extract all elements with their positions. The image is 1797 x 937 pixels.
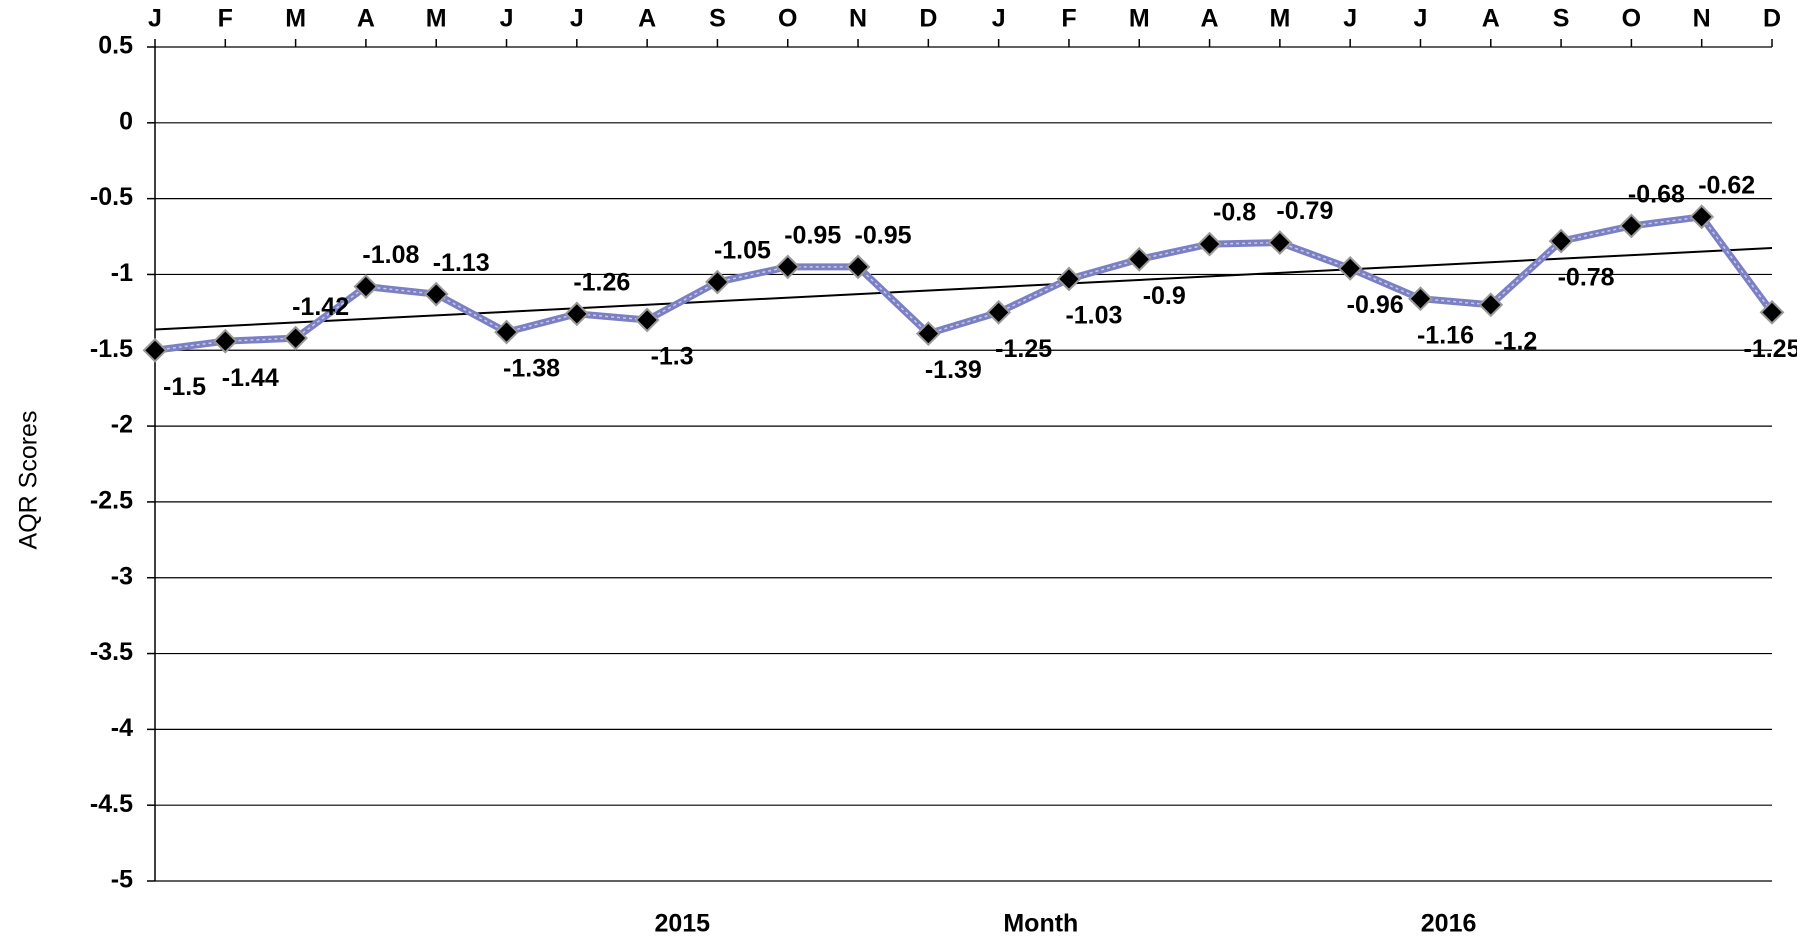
data-label: -1.25 [995,335,1052,363]
y-tick-label: -1.5 [90,335,133,363]
point-marker [775,254,801,280]
x-tick-label: J [500,5,514,33]
x-tick-label: J [1343,5,1357,33]
y-axis-label: AQR Scores [15,411,43,550]
data-label: -1.03 [1065,302,1122,330]
point-marker [915,321,941,347]
trendline [154,247,1773,331]
y-tick-label: -5 [111,866,133,894]
x-tick-label: O [778,5,797,33]
x-tick-label: J [1414,5,1428,33]
point-marker [1337,255,1363,281]
x-tick-label: D [919,5,937,33]
y-tick-label: -0.5 [90,183,133,211]
data-label: -1.39 [925,356,982,384]
y-tick-label: -1 [111,259,133,287]
point-marker [494,319,519,345]
data-label: -0.96 [1347,291,1404,319]
series-line-highlight [154,216,1773,352]
data-label: -0.68 [1628,181,1685,209]
x-tick-label: F [218,5,233,33]
y-tick-label: -4.5 [90,790,133,818]
data-label: -1.5 [163,373,206,401]
y-tick-label: -2 [111,411,133,439]
x-tick-label: J [992,5,1006,33]
data-label: -1.05 [714,237,771,265]
y-tick-label: -2.5 [90,487,133,515]
x-axis-label: Month [1003,910,1078,937]
data-label: -0.8 [1213,199,1256,227]
y-tick-label: -3.5 [90,638,133,666]
x-tick-label: A [638,5,656,33]
point-marker [1689,204,1715,230]
data-label: -1.42 [292,293,349,321]
data-label: -1.44 [222,364,279,392]
point-marker [1548,228,1574,254]
point-marker [212,328,238,354]
year-label: 2015 [654,910,710,937]
point-marker [1056,266,1082,292]
x-tick-label: J [148,5,162,33]
y-tick-label: -4 [111,714,133,742]
point-marker [634,307,660,333]
data-label: -1.25 [1744,335,1797,363]
y-tick-label: 0 [119,107,133,135]
data-label: -1.08 [362,241,419,269]
data-label: -1.3 [651,343,694,371]
x-tick-label: A [357,5,375,33]
point-marker [423,281,449,307]
point-marker [986,299,1012,325]
data-label: -0.95 [784,221,841,249]
x-tick-label: M [426,5,447,33]
y-tick-label: -3 [111,562,133,590]
x-tick-label: M [1129,5,1150,33]
point-marker [1197,231,1222,257]
point-marker [283,325,309,351]
data-label: -0.9 [1143,282,1186,310]
x-tick-label: M [1269,5,1290,33]
x-tick-label: S [1553,5,1570,33]
x-tick-label: D [1763,5,1781,33]
x-tick-label: A [1201,5,1219,33]
point-marker [564,301,590,327]
data-label: -0.78 [1558,264,1615,292]
point-marker [142,337,168,363]
data-label: -0.95 [855,221,912,249]
data-label: -1.38 [503,355,560,383]
data-label: -1.16 [1417,321,1474,349]
point-marker [705,269,730,295]
x-tick-label: J [570,5,584,33]
point-marker [1618,213,1644,239]
x-tick-label: N [849,5,867,33]
x-tick-label: F [1061,5,1076,33]
point-marker [353,274,379,299]
data-label: -1.2 [1494,327,1537,355]
point-marker [1408,286,1433,312]
point-marker [1759,299,1785,325]
data-label: -0.79 [1276,197,1333,225]
point-marker [1478,292,1504,318]
point-marker [1267,230,1293,256]
point-marker [1126,246,1152,272]
x-tick-label: O [1622,5,1641,33]
point-marker [845,254,871,280]
year-label: 2016 [1421,910,1477,937]
y-tick-label: 0.5 [98,32,133,60]
x-tick-label: M [285,5,306,33]
x-tick-label: S [709,5,726,33]
x-tick-label: A [1482,5,1500,33]
data-label: -1.13 [433,249,490,277]
data-label: -0.62 [1698,171,1755,199]
x-tick-label: N [1693,5,1711,33]
data-label: -1.26 [573,268,630,296]
